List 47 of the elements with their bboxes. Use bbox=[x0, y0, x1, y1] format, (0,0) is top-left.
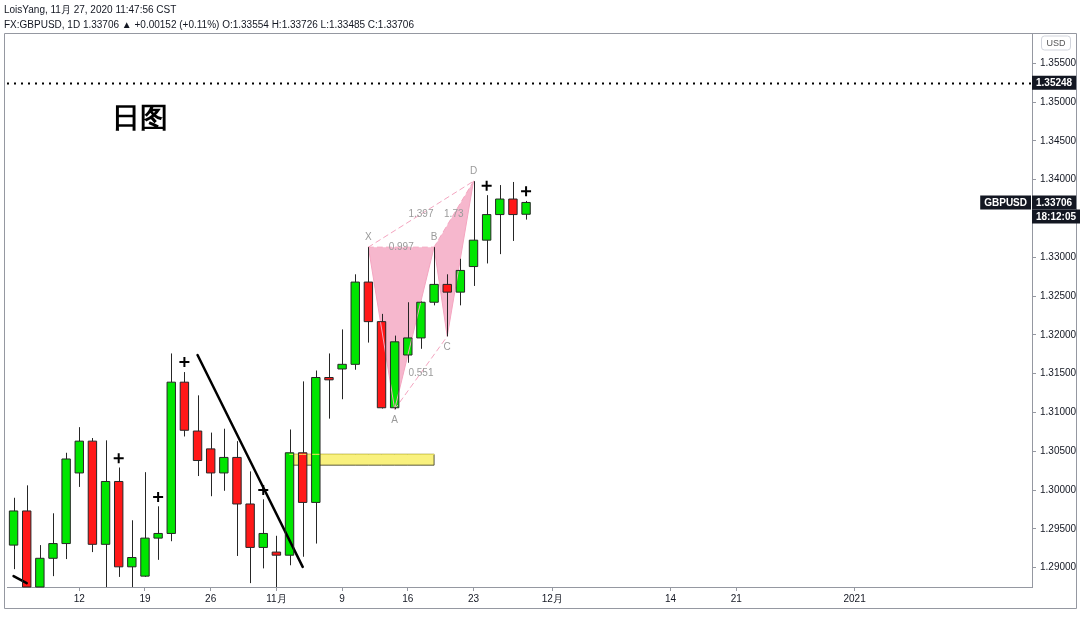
data-label: B bbox=[430, 230, 438, 242]
candlestick bbox=[232, 440, 242, 557]
series-label: 0.551 bbox=[408, 366, 434, 378]
x-tick-label: 26 bbox=[205, 592, 217, 604]
y-tick-label: 1.29500 bbox=[1040, 522, 1077, 534]
series-label: 0.997 bbox=[388, 240, 415, 252]
x-tick-label: 23 bbox=[467, 592, 480, 604]
point bbox=[112, 452, 125, 465]
data-label: A bbox=[391, 414, 399, 426]
x-tick-label: 9 bbox=[339, 592, 346, 604]
y-tick-label: 1.30500 bbox=[1040, 444, 1077, 456]
candlestick bbox=[140, 471, 150, 577]
x-tick-label: 14 bbox=[665, 592, 677, 604]
data-label: D bbox=[469, 164, 478, 176]
y-axis-title: USD bbox=[1046, 37, 1066, 48]
x-tick-label: 19 bbox=[139, 592, 151, 604]
x-tick-label: 11月 bbox=[266, 592, 287, 604]
chart-subtitle: FX:GBPUSD, 1D 1.33706 ▲ +0.00152 (+0.11%) O:1.33554 H:1.33726 L:1.33485 C:1.33706 bbox=[4, 19, 415, 30]
x-tick-label: 12月 bbox=[541, 592, 563, 604]
y-tick-label: 1.31500 bbox=[1040, 367, 1077, 379]
ref-line-label: 1.35248 bbox=[1036, 77, 1073, 89]
x-tick-label: 12 bbox=[73, 592, 86, 604]
candlestick bbox=[48, 512, 58, 577]
x-tick-label: 16 bbox=[402, 592, 414, 604]
annotation: GBPUSD bbox=[984, 196, 1028, 208]
chart-title: LoisYang, 11月 27, 2020 11:47:56 CST bbox=[4, 4, 177, 15]
text: 1.33706 bbox=[1036, 196, 1073, 208]
y-tick-label: 1.30000 bbox=[1040, 483, 1077, 495]
y-tick-label: 1.34000 bbox=[1040, 173, 1077, 185]
series-label: 1.397 bbox=[408, 207, 434, 219]
data-label: C bbox=[443, 341, 451, 353]
y-tick-label: 1.34500 bbox=[1040, 134, 1077, 146]
y-tick-label: 1.33000 bbox=[1040, 250, 1077, 262]
text: 18:12:05 bbox=[1036, 210, 1077, 222]
annotation: 日图 bbox=[112, 101, 168, 133]
y-tick-label: 1.32500 bbox=[1040, 289, 1077, 301]
y-tick-label: 1.35000 bbox=[1040, 95, 1077, 107]
x-tick-label: 21 bbox=[730, 592, 743, 604]
y-tick-label: 1.32000 bbox=[1040, 328, 1077, 340]
y-tick-label: 1.35500 bbox=[1040, 57, 1077, 69]
data-label: X bbox=[365, 230, 373, 242]
point bbox=[520, 185, 533, 198]
x-tick-label: 2021 bbox=[843, 592, 867, 604]
point bbox=[480, 179, 493, 192]
series-label: 1.73 bbox=[444, 207, 464, 219]
y-tick-label: 1.29000 bbox=[1040, 561, 1077, 573]
y-tick-label: 1.31000 bbox=[1040, 406, 1077, 418]
